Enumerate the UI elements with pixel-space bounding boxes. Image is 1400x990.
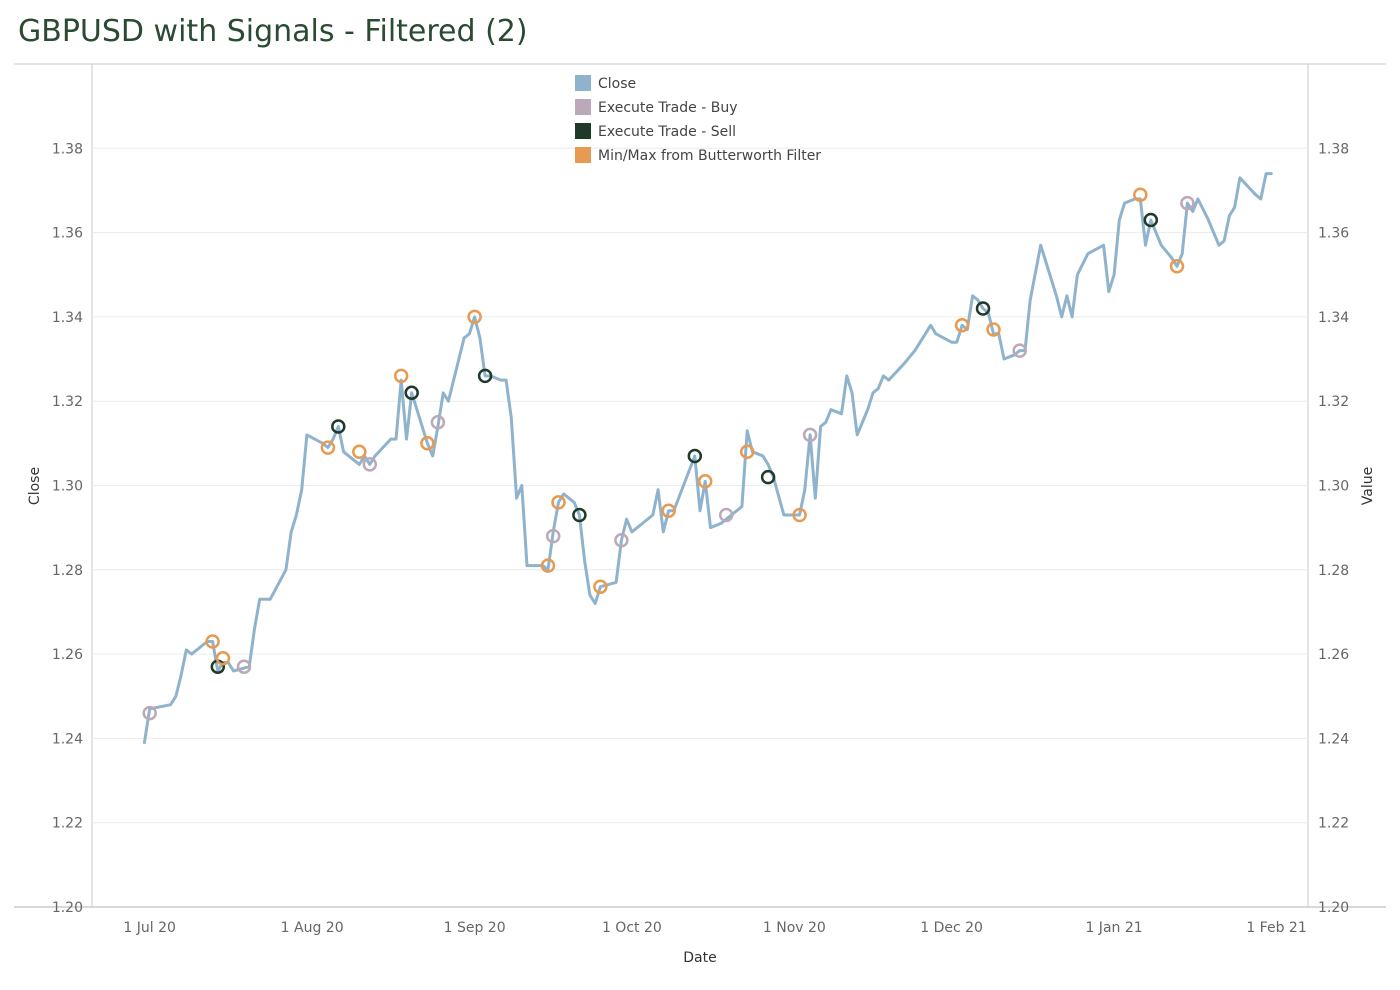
buy-marker	[142, 705, 157, 721]
close-series-line	[142, 172, 1273, 745]
x-tick-label: 1 Nov 20	[763, 920, 826, 936]
sell-marker	[760, 469, 776, 485]
y-tick-label-left: 1.30	[52, 479, 83, 495]
sell-marker	[404, 385, 419, 401]
buy-marker	[718, 507, 734, 523]
y-tick-label-right: 1.32	[1318, 394, 1349, 410]
y-tick-label-right: 1.22	[1318, 816, 1349, 832]
y-tick-label-left: 1.26	[52, 647, 83, 663]
buy-marker	[430, 415, 446, 430]
gridlines	[92, 147, 1308, 824]
y-axis-left: 1.20 1.22 1.24 1.26 1.28 1.30 1.32 1.34 1.36 1.38	[52, 141, 83, 916]
buy-marker	[362, 457, 378, 472]
x-tick-label: 1 Oct 20	[602, 920, 662, 936]
sell-marker	[572, 507, 587, 523]
minmax-marker	[697, 474, 713, 489]
buy-marker	[802, 427, 818, 443]
y-tick-label-left: 1.28	[52, 563, 83, 579]
legend-item-buy-swatch	[575, 99, 591, 115]
y-tick-label-right: 1.28	[1318, 563, 1349, 579]
plot-series	[142, 172, 1273, 745]
minmax-marker	[1169, 259, 1185, 274]
x-tick-label: 1 Aug 20	[281, 920, 344, 936]
y-tick-label-right: 1.26	[1318, 647, 1349, 663]
minmax-marker	[393, 368, 409, 384]
buy-marker	[236, 659, 252, 674]
sell-marker	[975, 301, 991, 316]
minmax-marker	[661, 503, 676, 519]
y-tick-label-right: 1.30	[1318, 479, 1349, 495]
y-tick-label-left: 1.38	[52, 141, 83, 157]
y-tick-label-left: 1.20	[52, 900, 83, 916]
minmax-marker	[215, 651, 231, 666]
minmax-marker	[551, 495, 566, 510]
x-tick-label: 1 Jan 21	[1085, 920, 1142, 936]
y-tick-label-right: 1.36	[1318, 226, 1349, 242]
legend-item-minmax-swatch	[575, 147, 591, 163]
y-tick-label-right: 1.38	[1318, 141, 1349, 157]
legend-item-buy-label: Execute Trade - Buy	[598, 100, 737, 116]
minmax-marker	[352, 444, 367, 460]
minmax-marker	[320, 440, 336, 455]
buy-marker	[614, 533, 629, 548]
y-tick-label-right: 1.34	[1318, 310, 1349, 326]
minmax-marker	[420, 436, 435, 451]
y-axis-right-title: Value	[1360, 467, 1376, 505]
x-tick-label: 1 Sep 20	[444, 920, 506, 936]
minmax-marker	[1133, 187, 1148, 202]
chart-title: GBPUSD with Signals - Filtered (2)	[18, 14, 528, 49]
x-tick-label: 1 Feb 21	[1246, 920, 1306, 936]
y-tick-label-left: 1.24	[52, 731, 83, 747]
legend-item-sell-swatch	[575, 123, 591, 139]
minmax-marker	[792, 507, 807, 523]
x-tick-label: 1 Dec 20	[920, 920, 983, 936]
y-tick-label-right: 1.24	[1318, 731, 1349, 747]
legend-item-close-label: Close	[598, 76, 636, 92]
sell-marker	[477, 368, 493, 384]
buy-marker	[1180, 195, 1195, 211]
minmax-marker	[986, 322, 1001, 337]
y-axis-right: 1.20 1.22 1.24 1.26 1.28 1.30 1.32 1.34 1.36 1.38	[1318, 141, 1349, 916]
legend-item-minmax-label: Min/Max from Butterworth Filter	[598, 148, 821, 164]
legend-item-sell-label: Execute Trade - Sell	[598, 124, 736, 140]
sell-marker	[687, 448, 703, 464]
y-axis-left-title: Close	[27, 467, 43, 505]
y-tick-label-left: 1.32	[52, 394, 83, 410]
minmax-marker	[954, 318, 970, 333]
buy-marker	[1012, 343, 1027, 358]
minmax-marker	[205, 634, 220, 649]
minmax-marker	[540, 558, 556, 573]
legend: Close Execute Trade - Buy Execute Trade - …	[575, 75, 821, 164]
sell-marker	[1143, 212, 1159, 228]
y-tick-label-left: 1.22	[52, 816, 83, 832]
y-tick-label-left: 1.34	[52, 310, 83, 326]
x-axis: 1 Jul 20 1 Aug 20 1 Sep 20 1 Oct 20 1 Nov 20…	[123, 920, 1306, 936]
minmax-marker	[739, 444, 755, 460]
minmax-marker	[467, 309, 482, 325]
y-tick-label-right: 1.20	[1318, 900, 1349, 916]
sell-marker	[331, 419, 346, 434]
signal-markers	[142, 187, 1195, 721]
y-tick-label-left: 1.36	[52, 226, 83, 242]
x-axis-title: Date	[683, 950, 716, 966]
legend-item-close-swatch	[575, 75, 591, 91]
buy-marker	[545, 528, 561, 544]
x-tick-label: 1 Jul 20	[123, 920, 176, 936]
minmax-marker	[593, 579, 608, 594]
